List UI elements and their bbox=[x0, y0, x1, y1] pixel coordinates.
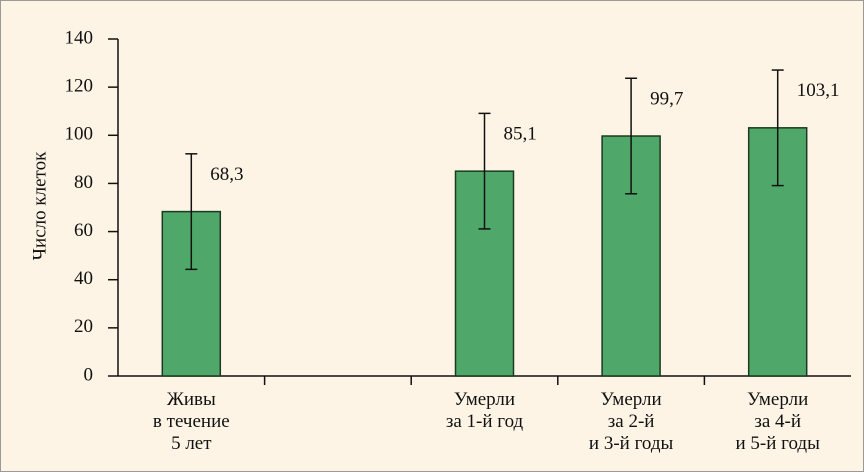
x-tick-label: Умерли за 2-й и 3-й годы bbox=[588, 389, 674, 454]
y-tick-label: 20 bbox=[74, 316, 93, 337]
y-tick-label: 60 bbox=[74, 220, 93, 241]
y-tick-label: 100 bbox=[65, 124, 94, 145]
y-axis-label: Число клеток bbox=[29, 151, 50, 260]
x-tick-label: Умерли за 1-й год bbox=[445, 389, 524, 432]
y-tick-label: 80 bbox=[74, 172, 93, 193]
x-tick-label: Живы в течение 5 лет bbox=[152, 389, 230, 454]
value-label: 99,7 bbox=[650, 88, 683, 109]
y-tick-label: 120 bbox=[65, 76, 94, 97]
y-tick-label: 40 bbox=[74, 268, 93, 289]
y-tick-label: 140 bbox=[65, 27, 94, 48]
value-label: 103,1 bbox=[797, 80, 840, 101]
value-label: 68,3 bbox=[210, 164, 243, 185]
value-label: 85,1 bbox=[504, 124, 537, 145]
x-tick-label: Умерли за 4-й и 5-й годы bbox=[735, 389, 820, 454]
y-tick-label: 0 bbox=[84, 364, 94, 385]
